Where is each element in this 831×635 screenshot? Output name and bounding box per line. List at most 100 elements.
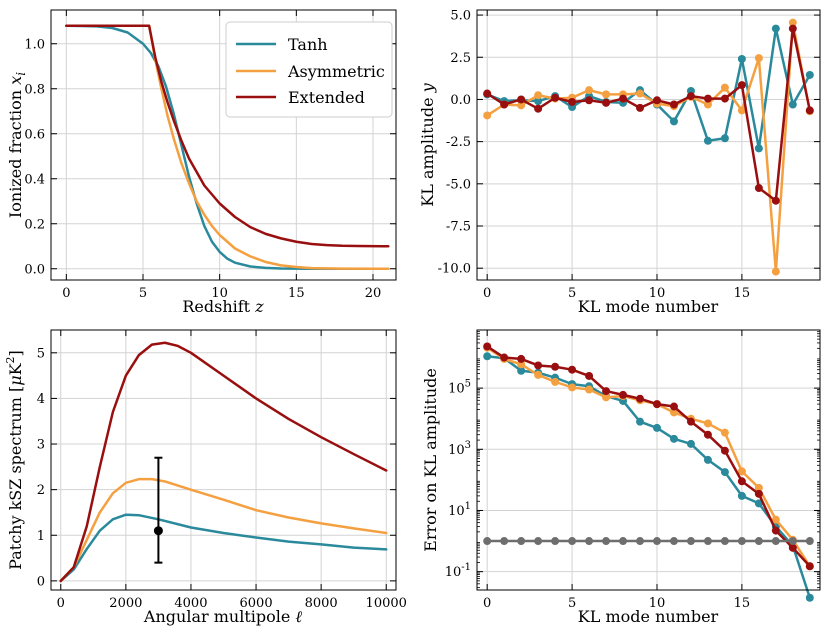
y-tick-label: -2.5	[446, 135, 471, 150]
data-point-tanh	[636, 417, 645, 426]
data-point-flat	[483, 537, 492, 546]
data-point-ext	[517, 95, 526, 104]
axis-ticks: 0 5 10 15 10-1 101 103 105	[445, 330, 820, 611]
data-point-tanh	[686, 439, 695, 448]
y-tick-label: 1	[37, 529, 45, 544]
plot-area	[483, 18, 814, 276]
x-tick-label: 2000	[109, 596, 142, 611]
series-line-asym	[59, 477, 388, 583]
data-point-ext	[551, 93, 560, 102]
data-point-tanh	[669, 434, 678, 443]
series-line-ext	[65, 24, 390, 248]
legend-label-extended: Extended	[288, 88, 365, 107]
y-tick-label: 0.8	[24, 82, 45, 97]
data-point-asym	[551, 377, 560, 386]
panel-ksz-spectrum: 0 2000 4000 6000 8000 10000 0 1 2 3 4 5 Angular mul…	[4, 329, 407, 626]
legend: Tanh Asymmetric Extended	[225, 21, 393, 118]
x-tick-label: 4000	[174, 596, 207, 611]
data-point-ext	[534, 361, 543, 370]
axes-frame	[50, 9, 397, 281]
data-point-flat	[720, 537, 729, 546]
data-point-ext	[500, 353, 509, 362]
data-point-ext	[568, 365, 577, 374]
data-point-flat	[754, 537, 763, 546]
y-tick-label: 101	[448, 501, 471, 519]
data-point-flat	[602, 537, 611, 546]
data-point-tanh	[805, 70, 814, 79]
data-point-ext	[602, 387, 611, 396]
data-point-flat	[737, 537, 746, 546]
y-tick-label: 0.6	[24, 127, 45, 142]
data-point-ext	[720, 94, 729, 103]
data-point-ext	[771, 196, 780, 205]
y-tick-label: 2.5	[450, 51, 471, 66]
x-tick-label: 0	[483, 286, 491, 301]
axis-ticks: 0 5 10 15 20 0.0 0.2 0.4 0.6 0.8 1.0	[24, 10, 396, 301]
grid	[477, 10, 820, 280]
data-point-ext	[669, 100, 678, 109]
data-point-ext	[483, 342, 492, 351]
data-point-asym	[754, 483, 763, 492]
data-point-ext	[619, 94, 628, 103]
data-point-ext	[517, 354, 526, 363]
series-line-ext	[485, 345, 812, 568]
data-point-tanh	[517, 366, 526, 375]
data-point-tanh	[720, 468, 729, 477]
y-tick-label: -7.5	[446, 220, 471, 235]
data-point-asym	[483, 111, 492, 120]
data-point-ext	[602, 98, 611, 107]
x-tick-label: 10	[649, 596, 666, 611]
data-point-flat	[517, 537, 526, 546]
series-line-ext	[485, 27, 812, 202]
data-point-tanh	[720, 134, 729, 143]
x-tick-label: 0	[483, 596, 491, 611]
y-tick-label: 0.2	[24, 217, 45, 232]
data-point-asym	[585, 385, 594, 394]
x-tick-label: 6000	[240, 596, 273, 611]
data-point-ext	[585, 96, 594, 105]
data-point-asym	[720, 428, 729, 437]
y-tick-label: 0.0	[24, 262, 45, 277]
grid	[51, 330, 396, 590]
data-point-ext	[754, 184, 763, 193]
data-point-ext	[805, 106, 814, 115]
data-point-tanh	[771, 24, 780, 33]
data-point-asym	[788, 18, 797, 27]
x-tick-label: 5	[139, 286, 147, 301]
data-point-asym	[737, 106, 746, 115]
data-point-asym	[669, 408, 678, 417]
data-point-ext	[585, 371, 594, 380]
data-point-asym	[568, 383, 577, 392]
y-tick-label: 1.0	[24, 37, 45, 52]
x-axis-label: Angular multipole ℓ	[143, 607, 302, 626]
y-tick-label: 5	[37, 346, 45, 361]
x-tick-label: 10	[649, 286, 666, 301]
error-bar-point	[153, 526, 163, 536]
legend-box	[225, 21, 393, 118]
data-point-tanh	[754, 499, 763, 508]
data-point-ext	[652, 96, 661, 105]
y-tick-label: 5.0	[450, 9, 471, 24]
data-point-flat	[686, 537, 695, 546]
x-tick-label: 15	[734, 596, 751, 611]
series-line-asym	[485, 346, 812, 568]
legend-label-asymmetric: Asymmetric	[287, 62, 385, 81]
x-axis-label: Redshift z	[182, 297, 264, 316]
panel-ionization: 0 5 10 15 20 0.0 0.2 0.4 0.6 0.8 1.0 Tanh Asymmetr…	[6, 9, 397, 316]
data-point-ext	[771, 526, 780, 535]
y-tick-label: 0.0	[450, 93, 471, 108]
data-point-asym	[602, 393, 611, 402]
y-axis-label: KL amplitude y	[418, 82, 437, 206]
data-point-ext	[805, 562, 814, 571]
data-point-tanh	[703, 455, 712, 464]
data-point-flat	[805, 537, 814, 546]
legend-label-tanh: Tanh	[288, 35, 328, 54]
axis-ticks: 0 5 10 15 -10.0 -7.5 -5.0 -2.5 0.0 2.5 5.0	[438, 9, 820, 301]
data-point-ext	[619, 390, 628, 399]
data-point-flat	[500, 537, 509, 546]
data-point-asym	[585, 86, 594, 95]
data-point-tanh	[737, 54, 746, 63]
data-point-asym	[517, 101, 526, 110]
x-tick-label: 10000	[366, 596, 407, 611]
x-tick-label: 15	[734, 286, 751, 301]
